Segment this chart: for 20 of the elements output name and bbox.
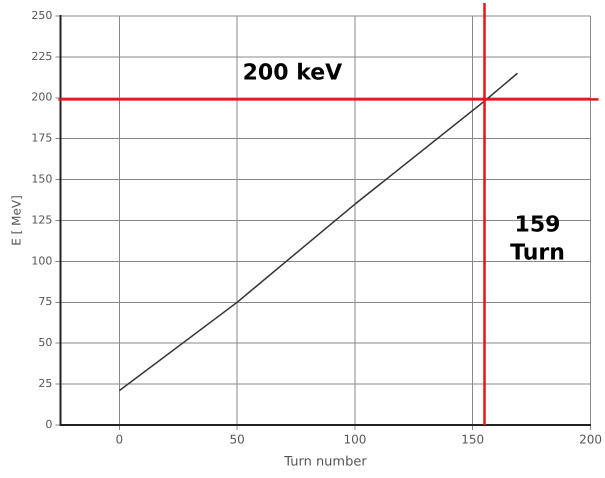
- y-tick-label: 125: [31, 213, 52, 226]
- x-tick-label: 50: [229, 432, 245, 446]
- ref-line-label: 159 Turn: [510, 212, 565, 266]
- y-tick-label: 75: [38, 295, 52, 308]
- y-tick-label: 225: [31, 50, 52, 63]
- y-tick-label: 50: [38, 336, 52, 350]
- y-tick-label: 25: [38, 376, 52, 390]
- x-tick-label: 100: [343, 432, 366, 446]
- y-tick-label: 0: [45, 418, 52, 431]
- y-tick-label: 250: [31, 8, 52, 22]
- x-tick-label: 0: [115, 432, 124, 446]
- x-tick-label: 150: [461, 432, 484, 446]
- ref-line-label: 200 keV: [242, 60, 342, 86]
- y-tick-label: 200: [31, 90, 52, 104]
- x-axis-title: Turn number: [283, 454, 368, 470]
- y-tick-label: 100: [31, 254, 52, 268]
- y-tick-label: 150: [31, 172, 52, 186]
- y-tick-label: 175: [31, 132, 52, 145]
- y-axis-title: E [ MeV]: [9, 195, 24, 246]
- x-tick-label: 200: [579, 432, 602, 446]
